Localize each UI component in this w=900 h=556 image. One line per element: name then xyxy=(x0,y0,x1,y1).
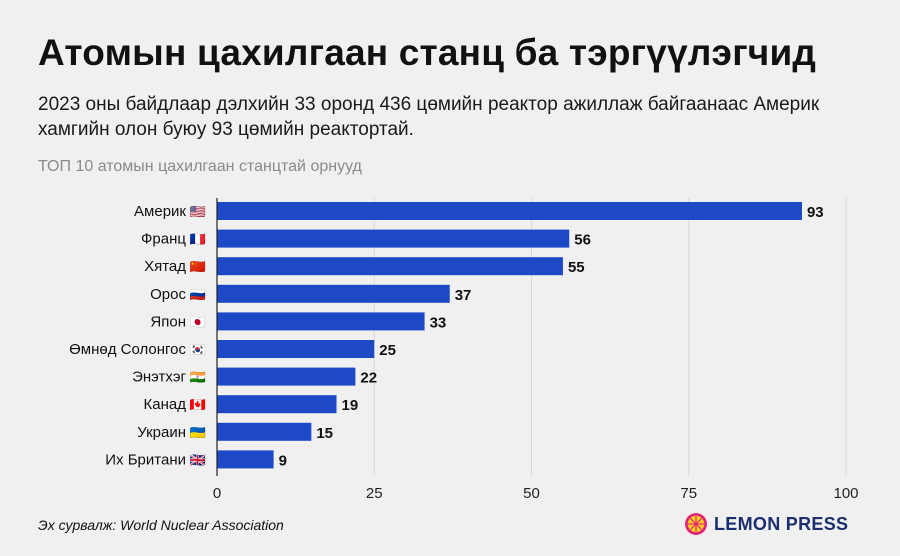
data-label: 93 xyxy=(807,204,824,221)
x-tick-label: 75 xyxy=(680,485,697,502)
category-label: Орос xyxy=(150,286,186,303)
flag-icon: 🇨🇳 xyxy=(190,260,206,275)
flag-icon: 🇰🇷 xyxy=(190,343,206,358)
category-label: Украин xyxy=(137,424,186,441)
data-label: 56 xyxy=(574,232,591,249)
bar xyxy=(217,284,450,303)
category-label: Энэтхэг xyxy=(132,369,186,386)
category-label: Франц xyxy=(141,231,186,248)
bar xyxy=(217,422,312,441)
flag-icon: 🇫🇷 xyxy=(190,233,206,248)
bar xyxy=(217,340,375,358)
x-tick-label: 0 xyxy=(213,485,221,502)
bar xyxy=(217,367,356,386)
flag-icon: 🇮🇳 xyxy=(190,371,206,386)
category-label: Канад xyxy=(144,396,187,413)
category-label: Их Британи xyxy=(105,451,186,468)
bar-chart: 0 25 50 75 100 93 Америк 🇺🇸 56 Франц 🇫🇷 55 Хятад 🇨🇳 37… xyxy=(69,198,859,502)
data-label: 9 xyxy=(279,452,287,469)
data-label: 22 xyxy=(360,370,377,387)
flag-icon: 🇺🇸 xyxy=(190,205,206,220)
flag-icon: 🇷🇺 xyxy=(190,288,206,303)
flag-icon: 🇬🇧 xyxy=(190,453,206,468)
bar xyxy=(217,202,802,220)
x-tick-label: 100 xyxy=(833,485,858,502)
bar xyxy=(217,312,425,331)
category-label: Америк xyxy=(134,203,186,220)
category-label: Өмнөд Солонгос xyxy=(69,341,186,358)
brand-logo: LEMON PRESS xyxy=(684,512,848,536)
data-label: 37 xyxy=(455,287,472,304)
chart-title: ТОП 10 атомын цахилгаан станцтай орнууд xyxy=(38,158,362,175)
page-title: Атомын цахилгаан станц ба тэргүүлэгчид xyxy=(38,32,817,73)
category-label: Япон xyxy=(150,313,186,330)
lemon-icon xyxy=(685,513,707,535)
source-note: Эх сурвалж: World Nuclear Association xyxy=(38,517,284,533)
bar xyxy=(217,229,570,248)
bar xyxy=(217,257,563,276)
category-label: Хятад xyxy=(144,258,186,275)
bar xyxy=(217,395,337,414)
brand-name: LEMON PRESS xyxy=(714,513,849,534)
x-tick-label: 25 xyxy=(366,485,383,502)
data-label: 55 xyxy=(568,259,585,276)
flag-icon: 🇨🇦 xyxy=(190,398,206,413)
subtitle: 2023 оны байдлаар дэлхийн 33 оронд 436 ц… xyxy=(38,94,820,140)
data-label: 15 xyxy=(316,425,333,442)
flag-icon: 🇺🇦 xyxy=(190,426,206,441)
bar xyxy=(217,450,274,469)
data-label: 19 xyxy=(342,397,359,414)
data-label: 33 xyxy=(430,314,447,331)
data-label: 25 xyxy=(379,342,396,359)
flag-icon: 🇯🇵 xyxy=(190,315,206,330)
x-tick-label: 50 xyxy=(523,485,540,502)
